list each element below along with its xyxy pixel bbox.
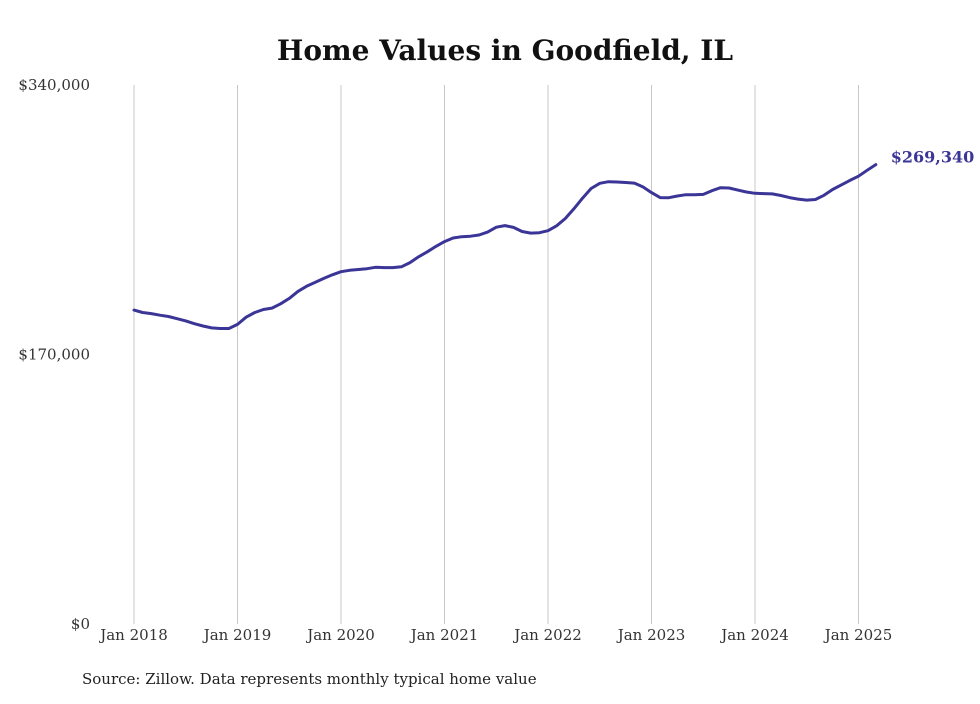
series-layer: $269,340 [132, 148, 975, 330]
x-tick-label: Jan 2021 [409, 626, 479, 644]
source-note: Source: Zillow. Data represents monthly … [82, 670, 537, 688]
x-tick-label: Jan 2022 [512, 626, 582, 644]
x-tick-label: Jan 2023 [616, 626, 686, 644]
x-tick-label: Jan 2020 [305, 626, 375, 644]
x-tick-label: Jan 2024 [719, 626, 789, 644]
x-tick-label: Jan 2018 [98, 626, 168, 644]
x-tick-label: Jan 2019 [202, 626, 272, 644]
end-value-label: $269,340 [891, 148, 975, 167]
x-tick-label: Jan 2025 [823, 626, 893, 644]
y-tick-label: $170,000 [18, 346, 90, 364]
gridlines [133, 85, 859, 624]
y-tick-label: $340,000 [18, 76, 90, 94]
y-axis-ticks: $0 $170,000 $340,000 [18, 76, 90, 633]
series-line [132, 163, 878, 330]
chart-title: Home Values in Goodfield, IL [277, 34, 734, 67]
x-axis-ticks: Jan 2018 Jan 2019 Jan 2020 Jan 2021 Jan 2022… [98, 626, 892, 644]
y-tick-label: $0 [71, 615, 90, 633]
